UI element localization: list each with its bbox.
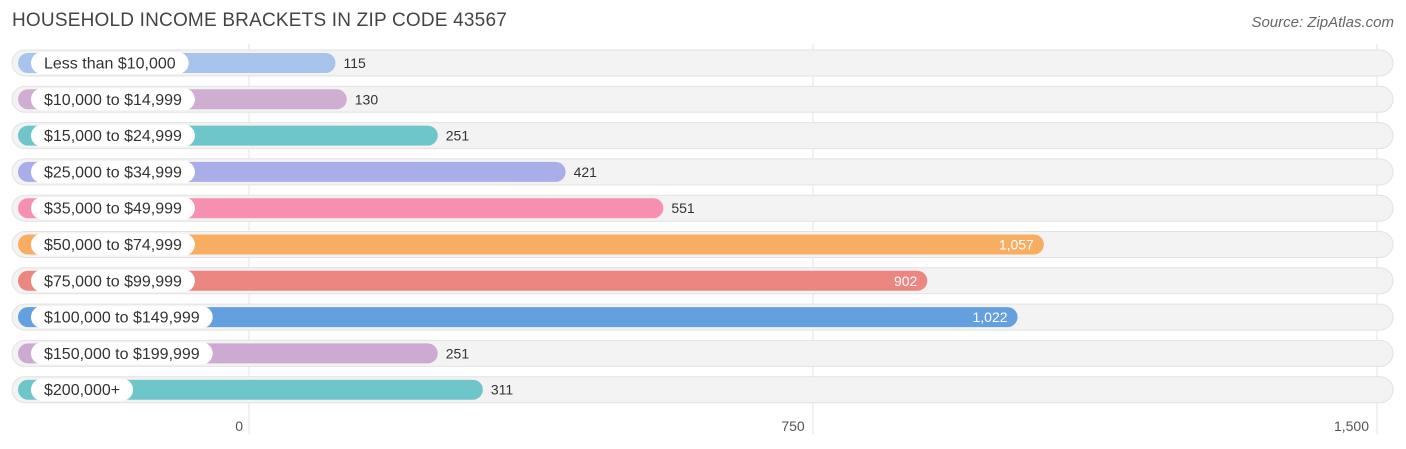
- category-label: $200,000+: [44, 382, 120, 399]
- value-label: 421: [574, 164, 598, 180]
- bar-row: Less than $10,000 115: [11, 49, 1394, 77]
- bar-row: $15,000 to $24,999 251: [11, 122, 1394, 150]
- bar: [18, 379, 483, 400]
- category-label-pill: [31, 342, 213, 365]
- x-tick-label: 1,500: [1334, 418, 1369, 434]
- category-label-pill: [31, 233, 195, 256]
- category-label: Less than $10,000: [44, 56, 176, 73]
- category-label-pill: [31, 52, 189, 74]
- bar-row: $150,000 to $199,999 251: [11, 339, 1394, 367]
- category-label: $35,000 to $49,999: [44, 201, 182, 218]
- value-label: 251: [446, 345, 470, 361]
- bar: [18, 307, 1018, 328]
- category-label-pill: [31, 197, 195, 220]
- x-tick-label: 750: [781, 418, 805, 434]
- bar-row: $75,000 to $99,999 902: [11, 267, 1394, 295]
- value-label: 902: [894, 273, 918, 289]
- category-label: $10,000 to $14,999: [44, 92, 182, 109]
- source-credit: Source: ZipAtlas.com: [1251, 14, 1394, 31]
- value-label: 311: [491, 382, 514, 398]
- value-label: 1,057: [999, 237, 1034, 253]
- category-label: $100,000 to $149,999: [44, 310, 200, 327]
- bar-track: [11, 49, 1394, 77]
- bar: [18, 234, 1044, 255]
- value-label: 551: [671, 200, 695, 216]
- category-label: $15,000 to $24,999: [44, 128, 182, 145]
- category-label-pill: [31, 160, 195, 183]
- category-label: $25,000 to $34,999: [44, 164, 182, 181]
- value-label: 251: [446, 128, 470, 144]
- x-tick-label: 0: [235, 418, 243, 434]
- category-label-pill: [31, 378, 134, 401]
- bar: [18, 270, 928, 291]
- bar-row: $50,000 to $74,999 1,057: [11, 231, 1394, 258]
- bar-row: $200,000+ 311: [11, 376, 1394, 404]
- bar-row: $35,000 to $49,999 551: [11, 194, 1394, 222]
- category-label: $150,000 to $199,999: [44, 346, 200, 363]
- value-label: 115: [343, 55, 366, 71]
- chart-title: HOUSEHOLD INCOME BRACKETS IN ZIP CODE 43…: [12, 10, 507, 31]
- bar-row: $25,000 to $34,999 421: [11, 158, 1394, 186]
- category-label: $75,000 to $99,999: [44, 273, 182, 290]
- value-label: 130: [355, 91, 379, 107]
- bar-row: $10,000 to $14,999 130: [11, 85, 1394, 113]
- bar-row: $100,000 to $149,999 1,022: [11, 303, 1394, 331]
- category-label: $50,000 to $74,999: [44, 237, 182, 254]
- category-label-pill: [31, 88, 195, 111]
- category-label-pill: [31, 124, 195, 147]
- bar-track: [11, 85, 1394, 113]
- category-label-pill: [31, 306, 213, 329]
- value-label: 1,022: [972, 309, 1007, 325]
- category-label-pill: [31, 269, 195, 292]
